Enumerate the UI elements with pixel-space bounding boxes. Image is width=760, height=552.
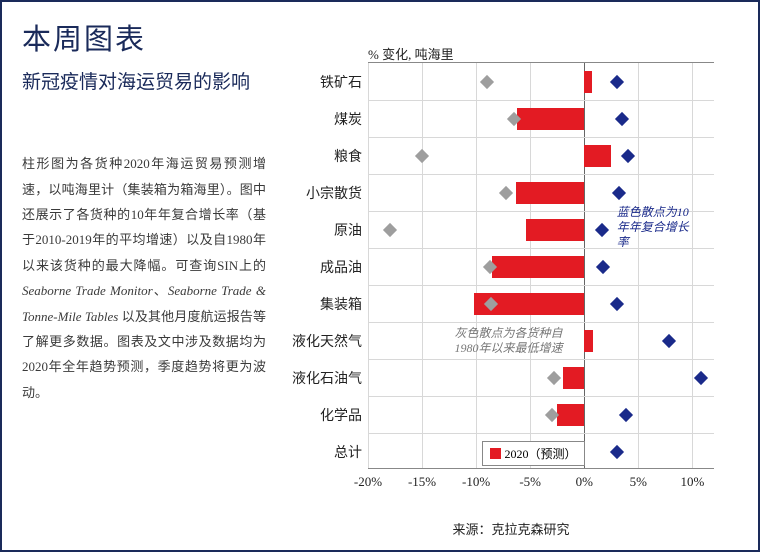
bar	[557, 404, 584, 426]
blue-diamond-marker	[694, 370, 708, 384]
category-label: 化学品	[320, 405, 362, 425]
x-tick-label: -10%	[462, 474, 490, 490]
gray-diamond-marker	[383, 222, 397, 236]
bar	[516, 182, 584, 204]
category-label: 原油	[334, 220, 362, 240]
x-tick-label: 0%	[576, 474, 593, 490]
category-label: 小宗散货	[306, 183, 362, 203]
annotation-blue: 蓝色散点为10年年复合增长率	[617, 205, 695, 250]
blue-diamond-marker	[610, 444, 624, 458]
x-tick-label: -15%	[408, 474, 436, 490]
category-label: 铁矿石	[320, 72, 362, 92]
legend-swatch	[490, 448, 501, 459]
blue-diamond-marker	[612, 185, 626, 199]
gridline	[368, 63, 369, 468]
bar	[492, 256, 584, 278]
row-divider	[368, 396, 714, 397]
plot-area: -20%-15%-10%-5%0%5%10%铁矿石煤炭粮食小宗散货原油成品油集装…	[368, 62, 714, 469]
category-label: 成品油	[320, 257, 362, 277]
row-divider	[368, 322, 714, 323]
blue-diamond-marker	[662, 333, 676, 347]
gray-diamond-marker	[499, 185, 513, 199]
gridline	[422, 63, 423, 468]
gridline	[638, 63, 639, 468]
category-label: 液化天然气	[292, 331, 362, 351]
blue-diamond-marker	[620, 148, 634, 162]
x-tick-label: 5%	[630, 474, 647, 490]
bar	[517, 108, 584, 130]
blue-diamond-marker	[619, 407, 633, 421]
row-divider	[368, 433, 714, 434]
left-column: 本周图表 新冠疫情对海运贸易的影响 柱形图为各货种2020年海运贸易预测增速，以…	[22, 16, 280, 542]
row-divider	[368, 285, 714, 286]
annotation-gray: 灰色散点为各货种自1980年以来最低增速	[455, 326, 575, 356]
category-label: 总计	[334, 442, 362, 462]
gridline	[476, 63, 477, 468]
gridline	[584, 63, 585, 468]
category-label: 粮食	[334, 146, 362, 166]
description: 柱形图为各货种2020年海运贸易预测增速，以吨海里计（集装箱为箱海里）。图中还展…	[22, 151, 266, 404]
heading: 本周图表	[22, 16, 266, 58]
bar	[584, 330, 593, 352]
gray-diamond-marker	[547, 370, 561, 384]
bar	[584, 71, 592, 93]
x-tick-label: -20%	[354, 474, 382, 490]
gridline	[692, 63, 693, 468]
blue-diamond-marker	[615, 111, 629, 125]
chart-source: 来源：克拉克森研究	[280, 519, 742, 538]
blue-diamond-marker	[610, 296, 624, 310]
subtitle: 新冠疫情对海运贸易的影响	[22, 68, 266, 97]
gray-diamond-marker	[415, 148, 429, 162]
blue-diamond-marker	[596, 259, 610, 273]
chart-column: % 变化, 吨海里 -20% -15% -10% -5% 0% 5% 10% 铁矿石煤炭粮食小…	[280, 16, 742, 542]
bar	[563, 367, 585, 389]
chart-area: -20% -15% -10% -5% 0% 5% 10% 铁矿石煤炭粮食小宗散货原油成品油集装…	[280, 62, 742, 508]
row-divider	[368, 174, 714, 175]
blue-diamond-marker	[594, 222, 608, 236]
category-label: 集装箱	[320, 294, 362, 314]
category-label: 煤炭	[334, 109, 362, 129]
x-tick-label: 10%	[680, 474, 704, 490]
row-divider	[368, 100, 714, 101]
row-divider	[368, 359, 714, 360]
legend: 2020（预测）	[482, 441, 585, 466]
bar	[526, 219, 584, 241]
gray-diamond-marker	[480, 74, 494, 88]
report-frame: 本周图表 新冠疫情对海运贸易的影响 柱形图为各货种2020年海运贸易预测增速，以…	[0, 0, 760, 552]
legend-label: 2020（预测）	[505, 445, 577, 462]
bar	[584, 145, 611, 167]
category-label: 液化石油气	[292, 368, 362, 388]
x-tick-label: -5%	[519, 474, 541, 490]
chart-y-title: % 变化, 吨海里	[368, 44, 454, 63]
row-divider	[368, 137, 714, 138]
blue-diamond-marker	[610, 74, 624, 88]
